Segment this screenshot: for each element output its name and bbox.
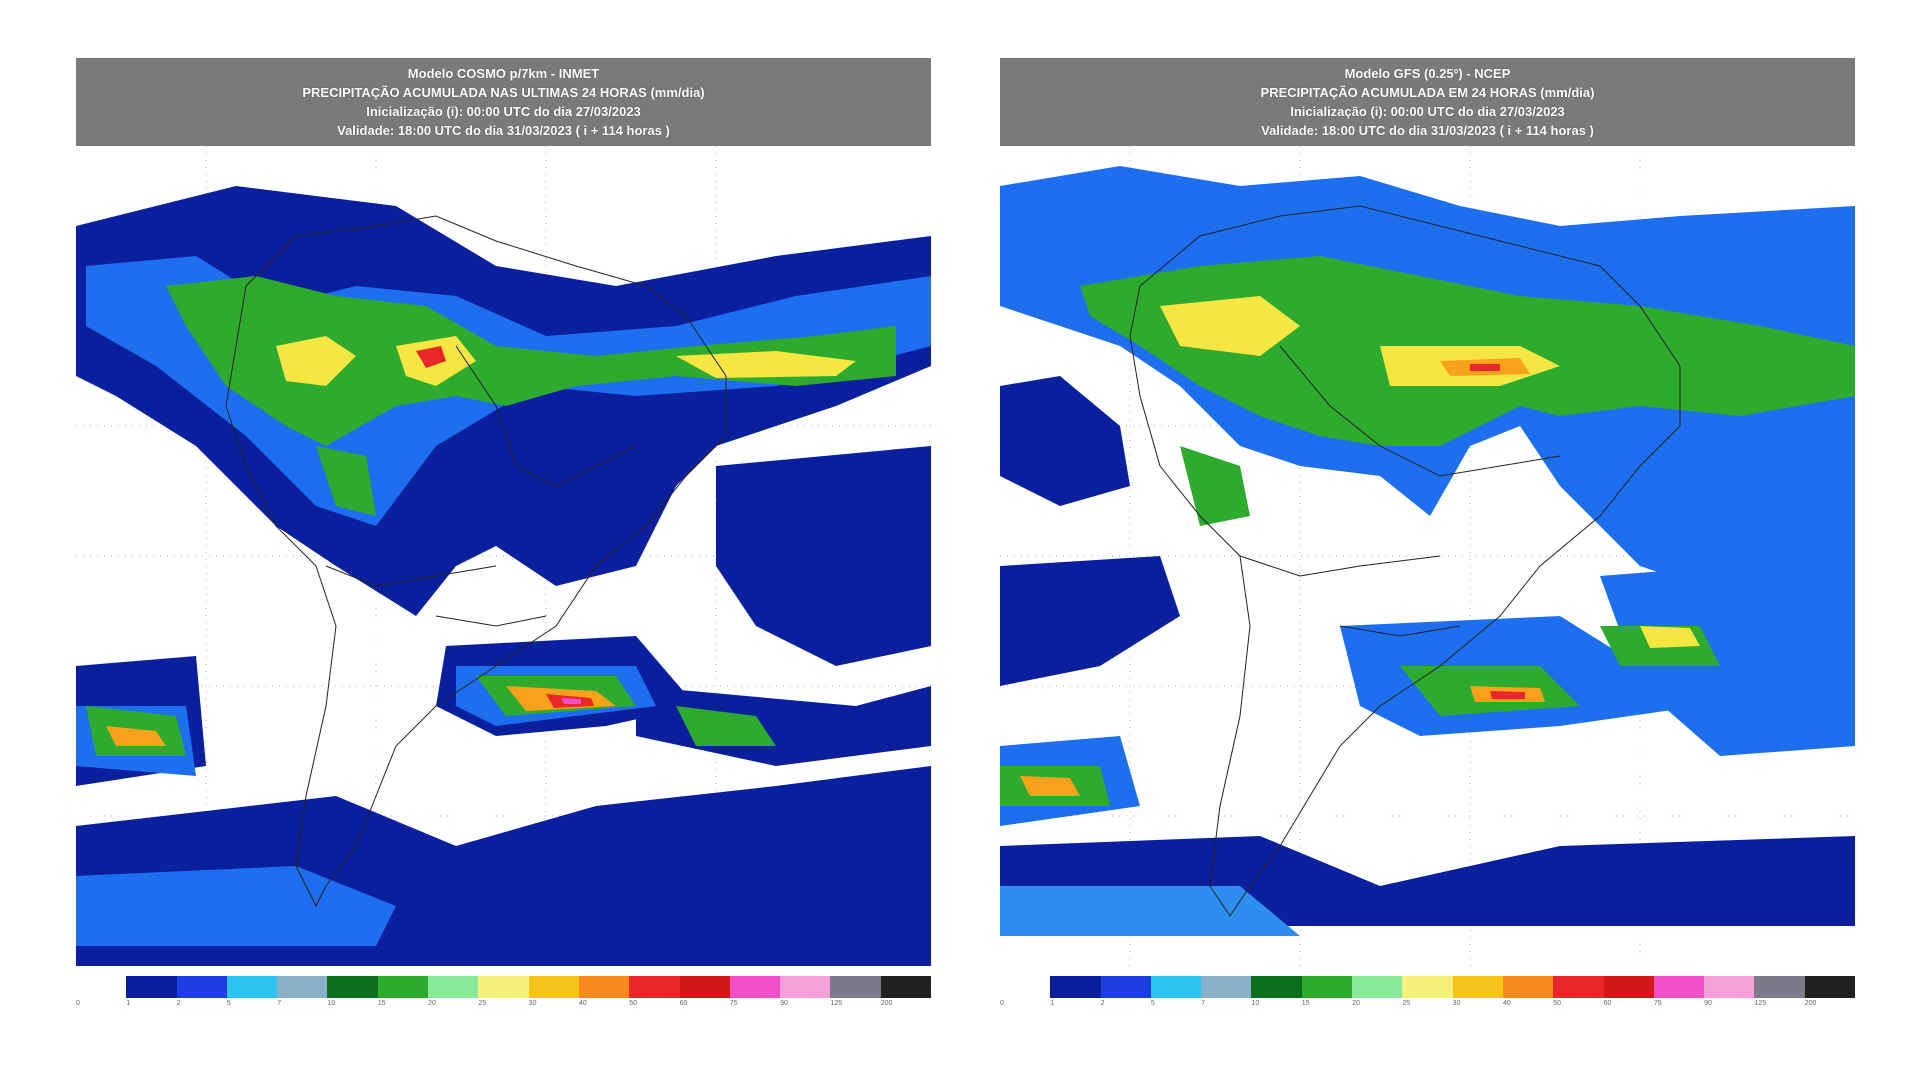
scale-tick-label: 200 <box>1804 1000 1817 1007</box>
cosmo-subtitle: PRECIPITAÇÃO ACUMULADA NAS ULTIMAS 24 HO… <box>302 85 705 100</box>
scale-tick-label: 75 <box>729 1000 738 1007</box>
scale-swatch <box>76 976 127 998</box>
scale-tick-label: 60 <box>1603 1000 1612 1007</box>
scale-tick-label: 0 <box>1000 1000 1004 1007</box>
gfs-color-scale <box>1000 976 1856 998</box>
scale-tick-label: 90 <box>780 1000 788 1007</box>
scale-tick-label: 30 <box>528 1000 537 1007</box>
scale-swatch <box>428 976 479 998</box>
scale-tick-label: 125 <box>830 1000 843 1007</box>
scale-swatch <box>629 976 680 998</box>
cosmo-panel: Modelo COSMO p/7km - INMET PRECIPITAÇÃO … <box>76 58 932 1013</box>
scale-tick-label: 40 <box>1502 1000 1511 1007</box>
scale-swatch <box>1553 976 1604 998</box>
scale-swatch <box>1804 976 1856 998</box>
scale-tick-label: 0 <box>76 1000 80 1007</box>
scale-swatch <box>1452 976 1503 998</box>
scale-swatch <box>880 976 932 998</box>
gfs-subtitle: PRECIPITAÇÃO ACUMULADA EM 24 HORAS (mm/d… <box>1260 85 1595 100</box>
scale-tick-label: 1 <box>126 1000 131 1007</box>
scale-tick-label: 50 <box>629 1000 638 1007</box>
scale-swatch <box>226 976 278 998</box>
cosmo-color-scale <box>76 976 932 998</box>
scale-swatch <box>1402 976 1453 998</box>
scale-tick-label: 50 <box>1553 1000 1562 1007</box>
scale-tick-label: 30 <box>1452 1000 1461 1007</box>
gfs-scale-ticks: 0 1 2 5 7 10 15 20 25 30 40 50 60 75 90 125 200 <box>1000 1000 1855 1012</box>
cosmo-title: Modelo COSMO p/7km - INMET <box>407 66 600 81</box>
cosmo-precip-map <box>76 146 931 966</box>
scale-swatch <box>1754 976 1805 998</box>
scale-tick-label: 7 <box>277 1000 282 1007</box>
scale-tick-label: 200 <box>880 1000 893 1007</box>
scale-swatch <box>1704 976 1755 998</box>
scale-swatch <box>578 976 630 998</box>
scale-tick-label: 15 <box>377 1000 386 1007</box>
scale-swatch <box>1100 976 1151 998</box>
cosmo-init: Inicialização (i): 00:00 UTC do dia 27/0… <box>366 104 641 119</box>
scale-tick-label: 125 <box>1754 1000 1767 1007</box>
scale-swatch <box>478 976 529 998</box>
scale-tick-label: 20 <box>428 1000 436 1007</box>
scale-swatch <box>1251 976 1302 998</box>
gfs-title: Modelo GFS (0.25º) - NCEP <box>1344 66 1511 81</box>
scale-swatch <box>1603 976 1654 998</box>
gfs-valid: Validade: 18:00 UTC do dia 31/03/2023 ( … <box>1261 123 1594 138</box>
scale-swatch <box>377 976 429 998</box>
scale-tick-label: 10 <box>1251 1000 1260 1007</box>
scale-swatch <box>729 976 781 998</box>
scale-tick-label: 90 <box>1704 1000 1712 1007</box>
cosmo-valid: Validade: 18:00 UTC do dia 31/03/2023 ( … <box>337 123 670 138</box>
scale-swatch <box>1201 976 1252 998</box>
gfs-panel: Modelo GFS (0.25º) - NCEP PRECIPITAÇÃO A… <box>1000 58 1856 1013</box>
scale-tick-label: 7 <box>1201 1000 1206 1007</box>
scale-tick-label: 40 <box>578 1000 587 1007</box>
scale-tick-label: 2 <box>176 1000 181 1007</box>
scale-swatch <box>528 976 579 998</box>
gfs-init: Inicialização (i): 00:00 UTC do dia 27/0… <box>1290 104 1565 119</box>
scale-swatch <box>176 976 227 998</box>
scale-tick-label: 25 <box>478 1000 487 1007</box>
scale-swatch <box>1000 976 1051 998</box>
scale-swatch <box>1050 976 1101 998</box>
scale-tick-label: 75 <box>1653 1000 1662 1007</box>
cosmo-map-svg <box>76 146 931 966</box>
scale-tick-label: 15 <box>1301 1000 1310 1007</box>
scale-swatch <box>327 976 378 998</box>
scale-tick-label: 25 <box>1402 1000 1411 1007</box>
scale-tick-label: 60 <box>679 1000 688 1007</box>
scale-swatch <box>1352 976 1403 998</box>
scale-tick-label: 5 <box>1150 1000 1155 1007</box>
scale-swatch <box>830 976 881 998</box>
scale-swatch <box>780 976 831 998</box>
scale-swatch <box>1301 976 1353 998</box>
cosmo-header: Modelo COSMO p/7km - INMET PRECIPITAÇÃO … <box>76 58 931 146</box>
gfs-header: Modelo GFS (0.25º) - NCEP PRECIPITAÇÃO A… <box>1000 58 1855 146</box>
scale-tick-label: 1 <box>1050 1000 1055 1007</box>
scale-tick-label: 5 <box>226 1000 231 1007</box>
cosmo-scale-ticks: 0 1 2 5 7 10 15 20 25 30 40 50 60 75 90 125 200 <box>76 1000 931 1012</box>
scale-tick-label: 10 <box>327 1000 336 1007</box>
scale-swatch <box>277 976 328 998</box>
scale-swatch <box>1150 976 1202 998</box>
scale-swatch <box>1502 976 1554 998</box>
scale-swatch <box>679 976 730 998</box>
scale-tick-label: 20 <box>1352 1000 1360 1007</box>
gfs-map-svg <box>1000 146 1855 966</box>
gfs-precip-map <box>1000 146 1855 966</box>
scale-swatch <box>126 976 177 998</box>
scale-tick-label: 2 <box>1100 1000 1105 1007</box>
scale-swatch <box>1653 976 1705 998</box>
